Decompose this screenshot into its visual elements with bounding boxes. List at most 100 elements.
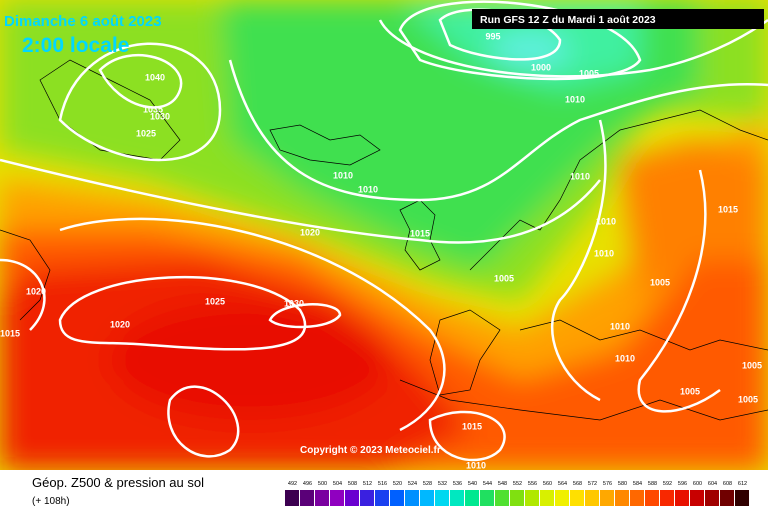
scale-label: 500 [318, 481, 327, 487]
isobar-label: 1005 [680, 386, 700, 396]
scale-label: 552 [513, 481, 522, 487]
isobar-label: 1015 [462, 421, 482, 431]
scale-label: 560 [543, 481, 552, 487]
legend-lead: (+ 108h) [32, 496, 70, 507]
scale-label: 516 [378, 481, 387, 487]
scale-swatch [645, 490, 659, 506]
scale-label: 592 [663, 481, 672, 487]
scale-swatch [720, 490, 734, 506]
scale-label: 524 [408, 481, 417, 487]
scale-label: 608 [723, 481, 732, 487]
time-label: 2:00 locale [22, 34, 129, 57]
isobar-label: 1005 [738, 394, 758, 404]
scale-label: 572 [588, 481, 597, 487]
run-label: Run GFS 12 Z du Mardi 1 août 2023 [480, 14, 656, 26]
scale-label: 612 [738, 481, 747, 487]
scale-label: 496 [303, 481, 312, 487]
scale-swatch [690, 490, 704, 506]
date-label: Dimanche 6 août 2023 [4, 13, 162, 30]
scale-label: 540 [468, 481, 477, 487]
scale-swatch [555, 490, 569, 506]
scale-swatch [705, 490, 719, 506]
isobar-label: 1010 [570, 171, 590, 181]
scale-label: 492 [288, 481, 297, 487]
isobar-label: 1030 [150, 111, 170, 121]
scale-swatch [735, 490, 749, 506]
isobar-label: 1010 [333, 170, 353, 180]
scale-swatch [300, 490, 314, 506]
scale-label: 564 [558, 481, 567, 487]
scale-swatch [615, 490, 629, 506]
color-scale: 492 496 500 504 508 512 516 520 524 528 532 536 540 5… [285, 481, 749, 506]
scale-swatch [435, 490, 449, 506]
scale-label: 556 [528, 481, 537, 487]
scale-label: 596 [678, 481, 687, 487]
scale-swatch [450, 490, 464, 506]
isobar-label: 1035 [143, 104, 163, 114]
isobar-label: 1020 [26, 286, 46, 296]
isobar-label: 1005 [494, 273, 514, 283]
scale-label: 504 [333, 481, 342, 487]
isobar-label: 1015 [0, 328, 20, 338]
scale-swatch [405, 490, 419, 506]
scale-swatch [480, 490, 494, 506]
isobar-label: 1040 [145, 72, 165, 82]
scale-swatch [360, 490, 374, 506]
scale-label: 544 [483, 481, 492, 487]
scale-swatch [585, 490, 599, 506]
coastlines [0, 59, 768, 421]
isobar-label: 1020 [300, 227, 320, 237]
scale-label: 536 [453, 481, 462, 487]
isobar-label: 1010 [615, 353, 635, 363]
scale-swatch [570, 490, 584, 506]
scale-swatch [285, 490, 299, 506]
isobar-label: 1000 [531, 62, 551, 72]
isobar-label: 1020 [110, 319, 130, 329]
scale-label: 508 [348, 481, 357, 487]
isobar-label: 1015 [718, 204, 738, 214]
scale-label: 548 [498, 481, 507, 487]
isobar-label: 1010 [596, 216, 616, 226]
scale-swatch [345, 490, 359, 506]
isobar-label: 1025 [205, 296, 225, 306]
run-box [472, 9, 764, 29]
isobar-label: 1005 [650, 277, 670, 287]
scale-label: 568 [573, 481, 582, 487]
isobar-label: 1010 [466, 460, 486, 470]
isobar-label: 1015 [410, 228, 430, 238]
scale-swatch [660, 490, 674, 506]
scale-label: 604 [708, 481, 717, 487]
legend-title: Géop. Z500 & pression au sol [32, 475, 204, 490]
scale-swatch [540, 490, 554, 506]
scale-swatch [390, 490, 404, 506]
scale-swatch [600, 490, 614, 506]
isobar-label: 1030 [284, 298, 304, 308]
scale-swatch [465, 490, 479, 506]
isobar-label: 1010 [594, 248, 614, 258]
isobar-label: 1005 [742, 360, 762, 370]
isobar-label: 1010 [610, 321, 630, 331]
scale-label: 528 [423, 481, 432, 487]
scale-label: 584 [633, 481, 642, 487]
scale-label: 580 [618, 481, 627, 487]
isobar-label: 995 [485, 31, 500, 41]
scale-swatch [315, 490, 329, 506]
isobar-label: 1025 [136, 128, 156, 138]
scale-swatch [420, 490, 434, 506]
scale-label: 576 [603, 481, 612, 487]
scale-swatch [375, 490, 389, 506]
isobar-label: 1010 [565, 94, 585, 104]
isobar-label: 1010 [358, 184, 378, 194]
scale-swatch [330, 490, 344, 506]
scale-label: 600 [693, 481, 702, 487]
scale-label: 512 [363, 481, 372, 487]
isobars [0, 0, 768, 462]
scale-swatch [525, 490, 539, 506]
scale-swatch [495, 490, 509, 506]
scale-swatch [510, 490, 524, 506]
scale-label: 520 [393, 481, 402, 487]
scale-label: 588 [648, 481, 657, 487]
scale-swatch [630, 490, 644, 506]
isobar-labels: 9951000100510101040103510301025101010101… [0, 31, 762, 470]
